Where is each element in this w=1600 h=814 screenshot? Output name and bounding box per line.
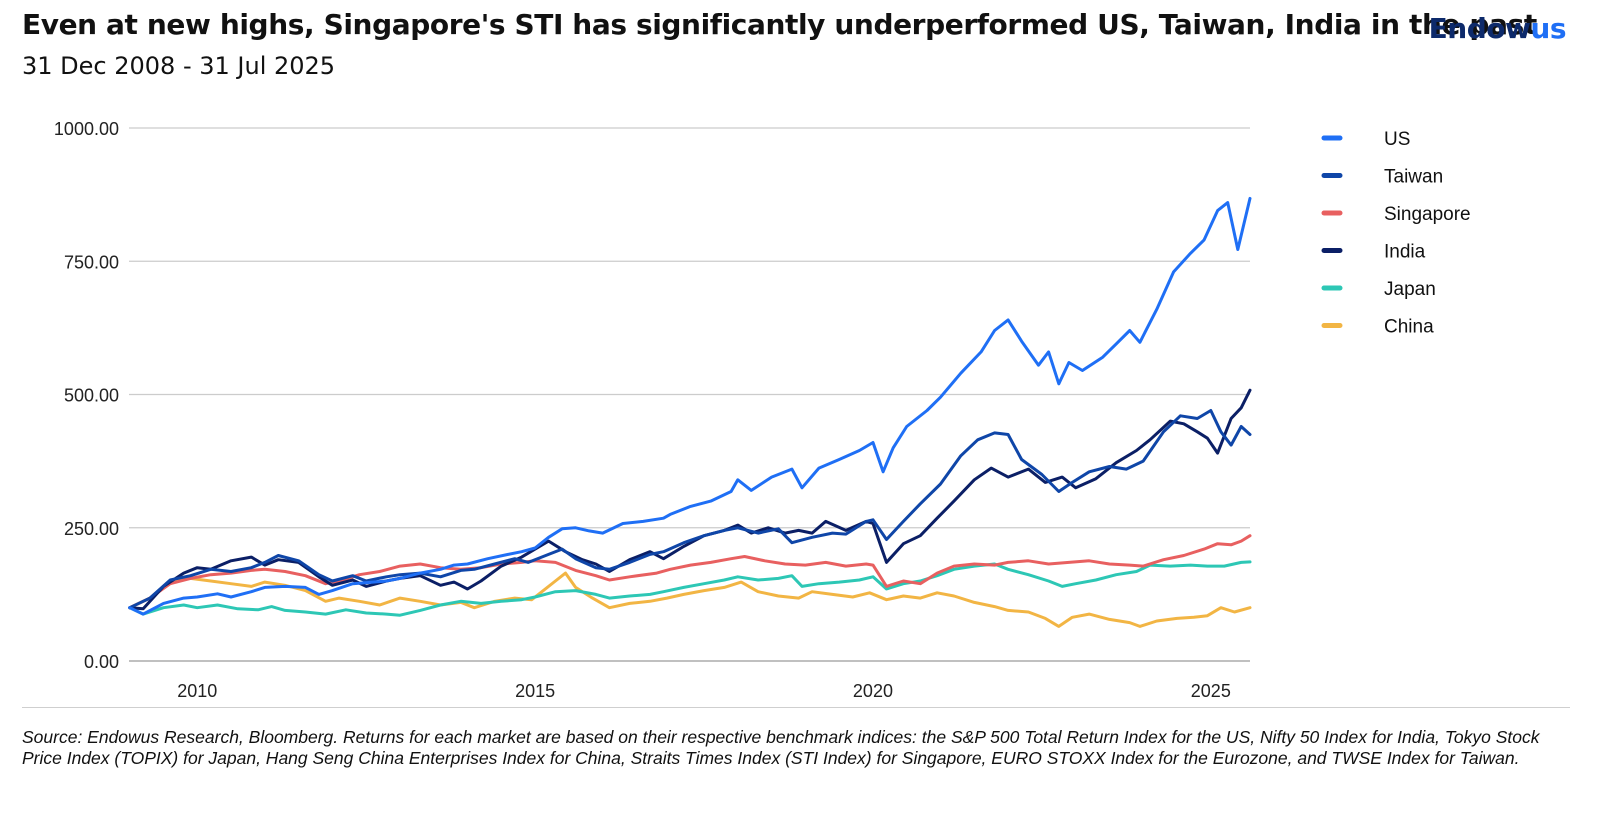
legend-label: China [1384, 317, 1434, 338]
gridlines [129, 127, 1250, 662]
legend-label: US [1384, 129, 1410, 150]
x-tick-label: 2020 [853, 681, 893, 701]
chart-title: Even at new highs, Singapore's STI has s… [22, 8, 1537, 41]
series-line-us [128, 196, 1252, 616]
legend-label: Singapore [1384, 204, 1471, 225]
footer-divider [22, 707, 1570, 708]
series-lines [128, 196, 1252, 628]
y-tick-label: 1000.00 [54, 119, 119, 139]
legend: US Taiwan Singapore India Japan China [1321, 129, 1471, 338]
legend-label: Japan [1384, 279, 1436, 300]
logo-text-part1: Endow [1428, 12, 1531, 45]
series-line-singapore [128, 534, 1252, 610]
series-line-china [128, 571, 1252, 628]
series-line-japan [128, 560, 1252, 617]
chart-subtitle: 31 Dec 2008 - 31 Jul 2025 [22, 52, 336, 80]
brand-logo: Endowus [1428, 12, 1567, 45]
y-tick-label: 750.00 [64, 252, 119, 272]
series-line-india [128, 388, 1252, 611]
legend-label: India [1384, 242, 1426, 263]
y-axis-ticks: 0.00 250.00 500.00 750.00 1000.00 [54, 119, 119, 672]
y-tick-label: 250.00 [64, 519, 119, 539]
y-tick-label: 500.00 [64, 386, 119, 406]
source-note: Source: Endowus Research, Bloomberg. Ret… [22, 727, 1540, 768]
logo-text-part2: us [1530, 12, 1566, 45]
x-axis-ticks: 2010 2015 2020 2025 [177, 681, 1231, 701]
legend-label: Taiwan [1384, 167, 1443, 188]
x-tick-label: 2025 [1191, 681, 1231, 701]
series-line-taiwan [128, 409, 1252, 610]
x-tick-label: 2015 [515, 681, 555, 701]
x-tick-label: 2010 [177, 681, 217, 701]
y-tick-label: 0.00 [84, 652, 119, 672]
